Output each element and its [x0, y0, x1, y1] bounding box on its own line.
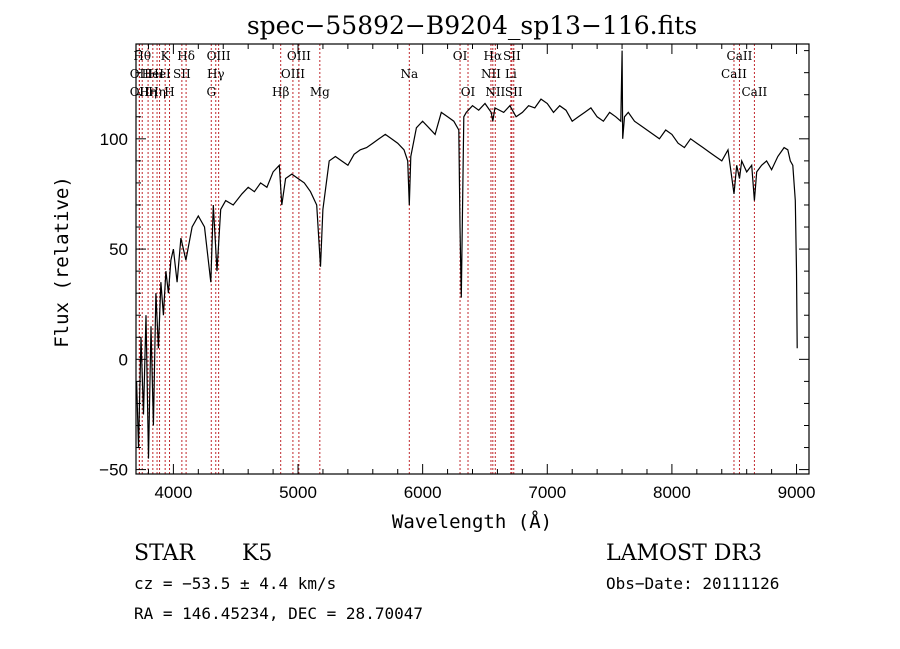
line-marker-label: Hη — [139, 85, 157, 99]
coordinates: RA = 146.45234, DEC = 28.70047 — [134, 604, 423, 623]
line-marker-label: OI — [453, 49, 468, 63]
line-marker-label: OIII — [287, 49, 311, 63]
line-marker-label: OI — [461, 85, 476, 99]
line-marker-label: Li — [505, 67, 517, 81]
spectrum-line — [136, 50, 798, 459]
y-tick-label: 50 — [109, 240, 128, 259]
line-marker-label: H — [164, 85, 174, 99]
axis-ticks — [136, 44, 809, 474]
x-tick-label: 4000 — [154, 483, 192, 502]
obs-date: Obs−Date: 20111126 — [606, 574, 779, 593]
object-subclass: K5 — [242, 541, 272, 566]
line-marker-label: OII — [130, 85, 150, 99]
x-tick-label: 8000 — [653, 483, 691, 502]
line-marker-label: Hα — [484, 49, 503, 63]
line-marker-label: Hγ — [207, 67, 225, 81]
line-marker-label: OII — [130, 67, 150, 81]
object-class: STAR — [134, 541, 196, 566]
line-marker-label: K — [161, 49, 171, 63]
line-marker-label: OIII — [207, 49, 231, 63]
line-marker-label: Na — [400, 67, 418, 81]
line-marker-label: Hη — [148, 85, 166, 99]
y-tick-label: 0 — [119, 350, 128, 369]
x-tick-label: 5000 — [279, 483, 317, 502]
axis-tick-labels: 4000 5000 6000 7000 8000 9000 −50 0 50 100 — [99, 130, 815, 502]
line-marker-label: Hθ — [133, 49, 151, 63]
x-tick-label: 7000 — [528, 483, 566, 502]
line-marker-label: CaII — [727, 49, 753, 63]
x-tick-label: 9000 — [778, 483, 816, 502]
x-axis-label: Wavelength (Å) — [392, 510, 552, 533]
redshift-text: cz = −53.5 ± 4.4 km/s — [134, 574, 336, 593]
x-tick-label: 6000 — [404, 483, 442, 502]
line-marker-label: SII — [505, 85, 523, 99]
y-tick-label: −50 — [99, 461, 128, 480]
line-marker-label: HeI — [148, 67, 171, 81]
line-marker-label: OIII — [281, 67, 305, 81]
line-marker-label: SII — [173, 67, 191, 81]
line-marker-label: Mg — [310, 85, 330, 99]
line-marker-label: G — [206, 85, 216, 99]
line-marker-label: CaII — [741, 85, 767, 99]
chart-title: spec−55892−B9204_sp13−116.fits — [247, 11, 697, 40]
line-marker-label: Hδ — [177, 49, 195, 63]
survey-name: LAMOST DR3 — [606, 541, 762, 566]
line-marker-label: CaII — [721, 67, 747, 81]
line-marker-label: NII — [485, 85, 505, 99]
line-marker-label: SII — [503, 49, 521, 63]
line-marker-label: HeI — [142, 67, 165, 81]
y-tick-label: 100 — [100, 130, 128, 149]
line-marker-labels: OII OII Hθ Hη HeI Hη HeI K H SII Hδ G Hγ OIII Hβ OIII OI… — [130, 49, 768, 99]
plot-frame — [135, 43, 810, 475]
line-marker-label: Hβ — [272, 85, 289, 99]
y-axis-label: Flux (relative) — [51, 176, 73, 348]
line-markers — [138, 44, 755, 474]
line-marker-label: NII — [481, 67, 501, 81]
